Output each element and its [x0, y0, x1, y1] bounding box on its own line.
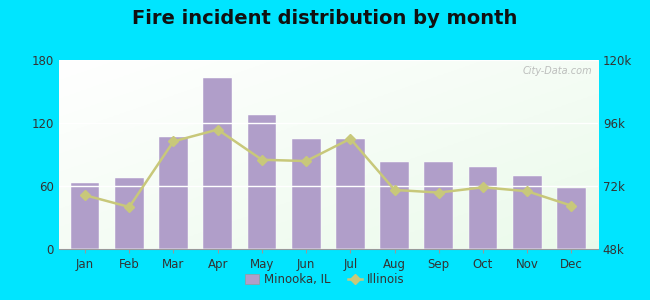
Bar — [292, 139, 320, 249]
Bar — [248, 115, 276, 249]
Bar — [71, 183, 99, 249]
Legend: Minooka, IL, Illinois: Minooka, IL, Illinois — [240, 269, 410, 291]
Bar — [469, 167, 497, 249]
Bar — [424, 162, 453, 249]
Text: City-Data.com: City-Data.com — [523, 66, 593, 76]
Bar — [203, 78, 232, 249]
Bar — [557, 188, 586, 249]
Text: Fire incident distribution by month: Fire incident distribution by month — [133, 9, 517, 28]
Bar — [159, 136, 188, 249]
Bar — [115, 178, 144, 249]
Bar — [513, 176, 541, 249]
Bar — [336, 139, 365, 249]
Bar — [380, 162, 409, 249]
